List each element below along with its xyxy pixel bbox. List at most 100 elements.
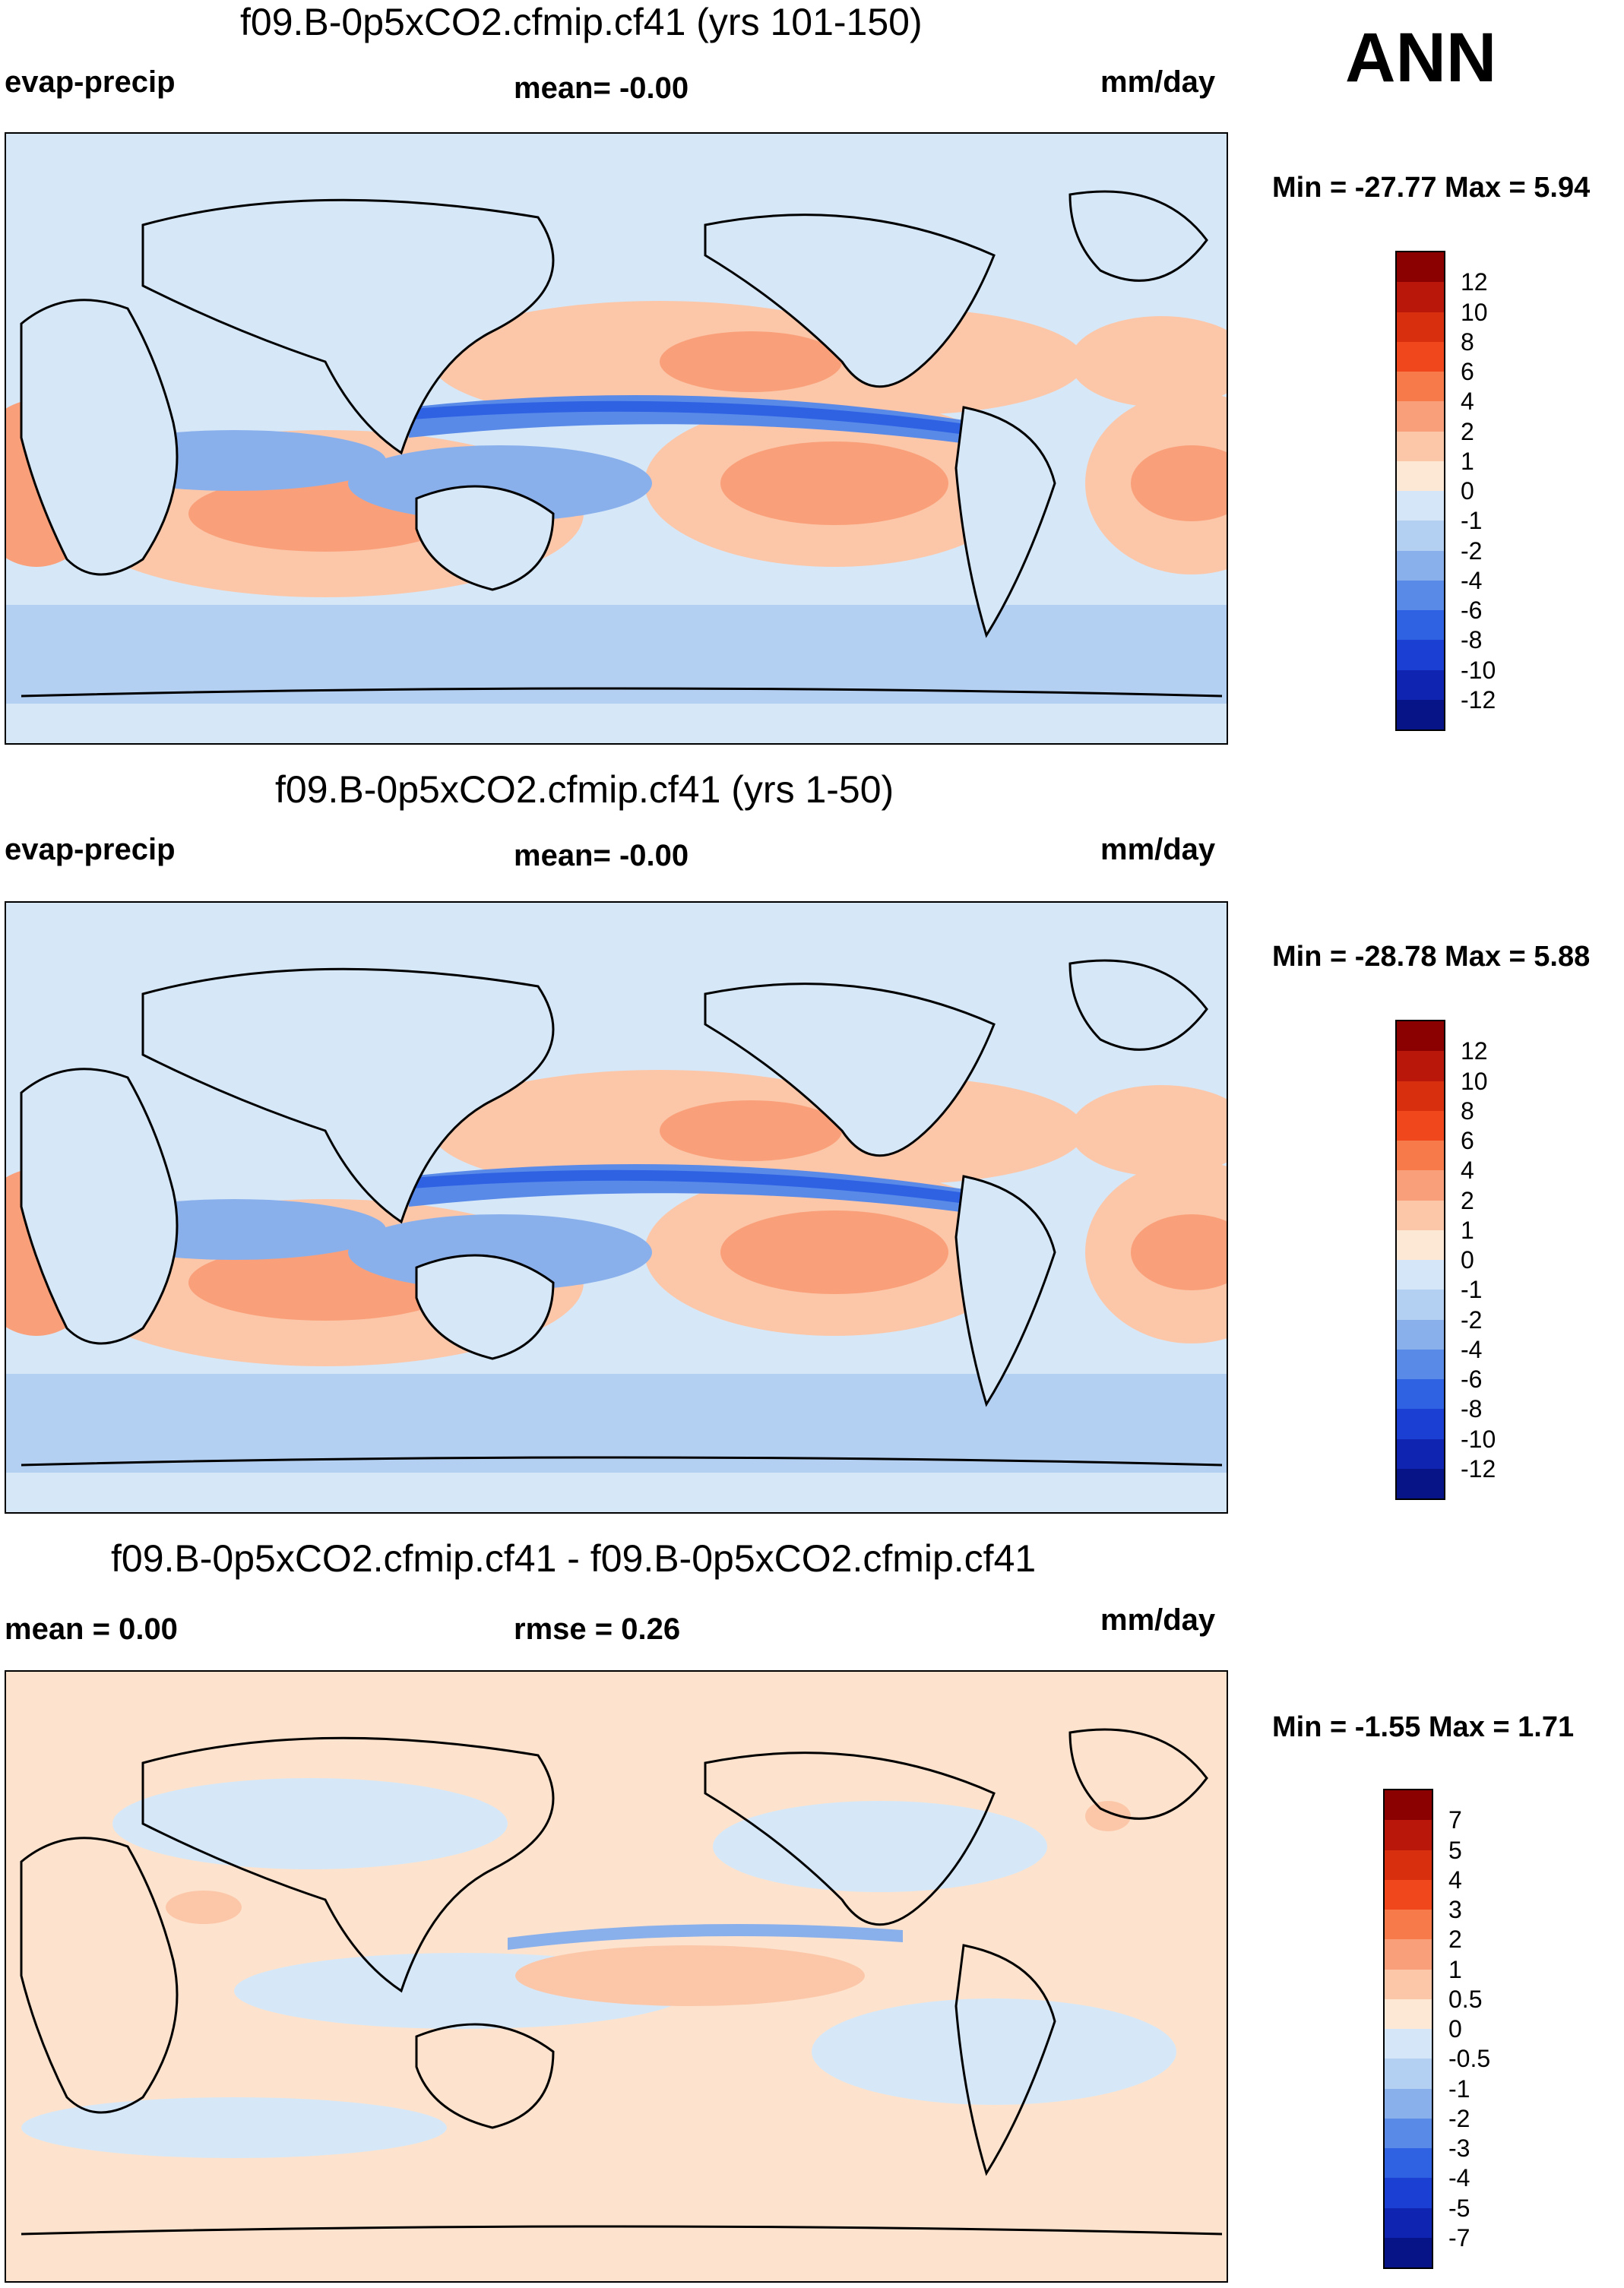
colorbar: 12 10 8 6 4 2 1 0 -1 -2 -4 -6 -8 -10 -12 <box>1395 251 1496 731</box>
strong-positive-s-atlantic <box>1131 445 1227 521</box>
colorbar-box <box>1385 2029 1432 2059</box>
map-panel <box>5 901 1228 1514</box>
colorbar-tick-label: 7 <box>1448 1806 1462 1834</box>
contour-map <box>6 134 1227 743</box>
colorbar-tick-label: -8 <box>1461 626 1483 654</box>
greenland-outline <box>1068 190 1208 282</box>
colorbar-box <box>1397 550 1444 581</box>
positive-region-central-pacific <box>515 1945 865 2006</box>
colorbar-tick-label: 5 <box>1448 1836 1462 1864</box>
panel-title: f09.B-0p5xCO2.cfmip.cf41 - f09.B-0p5xCO2… <box>111 1537 1037 1580</box>
units-label: mm/day <box>1100 1603 1216 1637</box>
colorbar-box <box>1385 1969 1432 1999</box>
variable-label: evap-precip <box>5 65 176 99</box>
contour-map <box>6 1672 1227 2281</box>
colorbar-box <box>1397 1468 1444 1498</box>
eurasia-outline <box>141 198 555 455</box>
colorbar-box <box>1397 669 1444 700</box>
positive-region-n-atlantic-east <box>1070 1085 1227 1176</box>
equatorial-negative-band <box>508 1924 903 1950</box>
colorbar-tick-label: 10 <box>1461 298 1488 326</box>
colorbar-box <box>1397 1349 1444 1379</box>
colorbar-tick-label: -2 <box>1448 2104 1470 2132</box>
minmax-label: Min = -28.78 Max = 5.88 <box>1272 941 1591 973</box>
colorbar-box <box>1397 491 1444 521</box>
colorbar-box <box>1385 1998 1432 2029</box>
greenland-outline <box>1068 959 1208 1051</box>
strong-positive-s-pacific <box>720 441 948 525</box>
colorbar-box <box>1397 401 1444 432</box>
mean-label: mean= -0.00 <box>514 839 689 872</box>
colorbar-box <box>1397 1110 1444 1141</box>
greenland-outline <box>1068 1728 1208 1820</box>
colorbar-tick-label: -0.5 <box>1448 2045 1491 2073</box>
positive-region-n-atlantic <box>1085 1801 1131 1831</box>
colorbar-box <box>1397 1051 1444 1081</box>
itcz-core <box>400 400 972 435</box>
south-america-outline <box>954 406 1056 638</box>
africa-outline <box>20 299 179 576</box>
colorbar-tick-label: 4 <box>1461 1157 1474 1185</box>
colorbar-tick-label: -1 <box>1448 2074 1470 2103</box>
colorbar-box <box>1397 1141 1444 1171</box>
colorbar-tick-label: -8 <box>1461 1395 1483 1423</box>
colorbar-box <box>1385 2207 1432 2238</box>
colorbar-tick-label: 8 <box>1461 1097 1474 1125</box>
units-label: mm/day <box>1100 833 1216 866</box>
colorbar-tick-label: -7 <box>1448 2223 1470 2252</box>
colorbar-tick-label: 2 <box>1448 1926 1462 1954</box>
coastlines <box>20 1728 1223 2236</box>
itcz-core <box>400 1169 972 1204</box>
colorbar-box <box>1397 282 1444 312</box>
positive-region-arabian <box>166 1891 242 1924</box>
map-panel <box>5 1670 1228 2283</box>
south-america-outline <box>954 1944 1056 2176</box>
colorbar-box <box>1397 1379 1444 1410</box>
australia-outline <box>415 2023 555 2129</box>
colorbar-box <box>1397 372 1444 402</box>
colorbar-tick-label: 10 <box>1461 1067 1488 1095</box>
colorbar-box <box>1385 2088 1432 2119</box>
colorbar-box <box>1397 1021 1444 1052</box>
map-panel <box>5 132 1228 745</box>
colorbar-box <box>1397 1438 1444 1469</box>
colorbar-tick-label: 1 <box>1461 1216 1474 1244</box>
colorbar-box <box>1397 252 1444 283</box>
colorbar-box <box>1385 1879 1432 1910</box>
colorbar-box <box>1397 1409 1444 1439</box>
colorbar-box <box>1385 1939 1432 1970</box>
colorbar-tick-label: -1 <box>1461 1276 1483 1304</box>
colorbar-box <box>1397 1229 1444 1260</box>
colorbar-box <box>1397 640 1444 670</box>
coastlines <box>20 959 1223 1467</box>
colorbar-box <box>1397 1290 1444 1320</box>
colorbar-tick-label: -6 <box>1461 1366 1483 1393</box>
colorbar-box <box>1385 2178 1432 2208</box>
antarctica-outline <box>21 2225 1223 2236</box>
colorbar-box <box>1397 1081 1444 1111</box>
rmse-label: rmse = 0.26 <box>514 1612 681 1646</box>
colorbar-box <box>1397 460 1444 491</box>
colorbar-tick-label: -4 <box>1461 566 1483 594</box>
minmax-label: Min = -1.55 Max = 1.71 <box>1272 1711 1575 1743</box>
colorbar-tick-label: 4 <box>1448 1866 1462 1894</box>
colorbar-tick-label: 0 <box>1448 2015 1462 2043</box>
strong-positive-n-pacific <box>660 331 842 392</box>
colorbar-box <box>1397 1319 1444 1350</box>
colorbar-box <box>1397 1260 1444 1290</box>
colorbar-tick-label: 3 <box>1448 1896 1462 1923</box>
colorbar: 12 10 8 6 4 2 1 0 -1 -2 -4 -6 -8 -10 -12 <box>1395 1020 1496 1500</box>
colorbar-box <box>1385 1820 1432 1850</box>
colorbar-tick-label: 4 <box>1461 388 1474 416</box>
antarctica-outline <box>21 687 1223 698</box>
colorbar-tick-label: 6 <box>1461 358 1474 385</box>
panel-title: f09.B-0p5xCO2.cfmip.cf41 (yrs 101-150) <box>240 1 923 43</box>
panel-title: f09.B-0p5xCO2.cfmip.cf41 (yrs 1-50) <box>275 768 894 811</box>
colorbar-tick-label: -6 <box>1461 597 1483 624</box>
positive-region-n-atlantic-east <box>1070 316 1227 407</box>
colorbar-box <box>1385 2148 1432 2179</box>
north-america-outline <box>704 214 996 388</box>
variable-label: evap-precip <box>5 833 176 866</box>
colorbar-tick-label: 2 <box>1461 1186 1474 1214</box>
colorbar-box <box>1397 580 1444 610</box>
